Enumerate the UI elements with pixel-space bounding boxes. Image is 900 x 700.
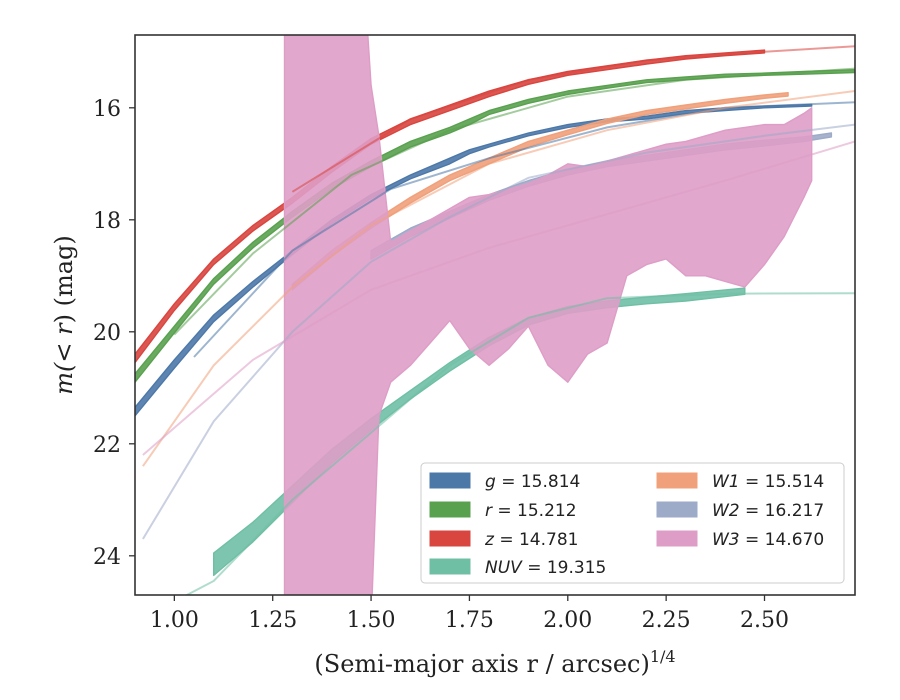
legend-swatch-nuv xyxy=(429,558,471,575)
legend-label-w3: W3 = 14.670 xyxy=(712,530,824,550)
legend-swatch-z xyxy=(429,530,471,547)
x-tick-label: 1.50 xyxy=(347,608,396,633)
y-tick-label: 16 xyxy=(93,97,121,122)
legend-band-value: = 14.781 xyxy=(494,530,579,550)
x-tick-label: 1.25 xyxy=(248,608,297,633)
legend-band-name: W2 xyxy=(712,501,740,521)
legend-label-nuv: NUV = 19.315 xyxy=(485,558,606,578)
x-axis-label-exponent: 1/4 xyxy=(650,647,676,666)
series-w1-model-line xyxy=(142,90,855,467)
series-r-model-line xyxy=(173,67,855,336)
y-axis-label-math: < r xyxy=(50,322,78,363)
series-w3-model-line xyxy=(142,140,855,456)
legend-band-value: = 15.212 xyxy=(492,501,577,521)
legend-label-z: z = 14.781 xyxy=(484,530,578,550)
legend-label-w2: W2 = 16.217 xyxy=(712,501,824,521)
legend-swatch-g xyxy=(429,472,471,489)
x-axis-label: (Semi-major axis r / arcsec)1/4 xyxy=(314,647,675,678)
legend-band-value: = 16.217 xyxy=(740,501,825,521)
x-tick-label: 1.00 xyxy=(150,608,199,633)
legend-band-value: = 15.514 xyxy=(740,472,825,492)
y-axis-label-suffix: ) (mag) xyxy=(50,235,78,323)
legend-band-name: z xyxy=(484,530,495,550)
legend-band-value: = 14.670 xyxy=(740,530,825,550)
series-lines xyxy=(142,45,855,595)
series-nuv-model-line xyxy=(184,292,855,595)
y-axis: 16 18 20 22 24 xyxy=(93,97,135,570)
series-z-model-line xyxy=(291,45,855,193)
legend-label-r: r = 15.212 xyxy=(485,501,577,521)
y-tick-label: 24 xyxy=(93,545,121,570)
legend-band-name: W1 xyxy=(712,472,740,492)
legend-band-name: r xyxy=(485,501,493,521)
series-w2-model-line xyxy=(142,123,855,540)
legend-band-value: = 15.814 xyxy=(496,472,581,492)
y-tick-label: 22 xyxy=(93,433,121,458)
y-tick-label: 18 xyxy=(93,209,121,234)
x-tick-label: 1.75 xyxy=(445,608,494,633)
legend-label-w1: W1 = 15.514 xyxy=(712,472,824,492)
legend-label-g: g = 15.814 xyxy=(485,472,580,492)
x-tick-label: 2.25 xyxy=(642,608,691,633)
x-axis: 1.00 1.25 1.50 1.75 2.00 2.25 2.50 xyxy=(150,595,789,633)
plot-frame xyxy=(134,34,856,596)
legend-frame xyxy=(420,462,845,584)
y-axis-label-prefix: m( xyxy=(50,362,78,395)
legend-swatch-w1 xyxy=(656,472,698,489)
series-w1-band xyxy=(291,91,789,291)
legend-band-value: = 19.315 xyxy=(522,558,607,578)
legend-swatch-w3 xyxy=(656,530,698,547)
legend-band-name: g xyxy=(485,472,496,492)
legend-swatch-r xyxy=(429,501,471,518)
x-tick-label: 2.00 xyxy=(543,608,592,633)
legend-band-name: NUV xyxy=(485,558,523,578)
y-tick-label: 20 xyxy=(93,321,121,346)
series-w3-band xyxy=(283,35,813,595)
x-tick-label: 2.50 xyxy=(740,608,789,633)
series-bands xyxy=(135,35,855,595)
legend-band-name: W3 xyxy=(712,530,740,550)
x-axis-label-text: (Semi-major axis r / arcsec) xyxy=(314,650,649,678)
legend-swatch-w2 xyxy=(656,501,698,518)
y-axis-label: m(< r) (mag) xyxy=(50,235,78,395)
